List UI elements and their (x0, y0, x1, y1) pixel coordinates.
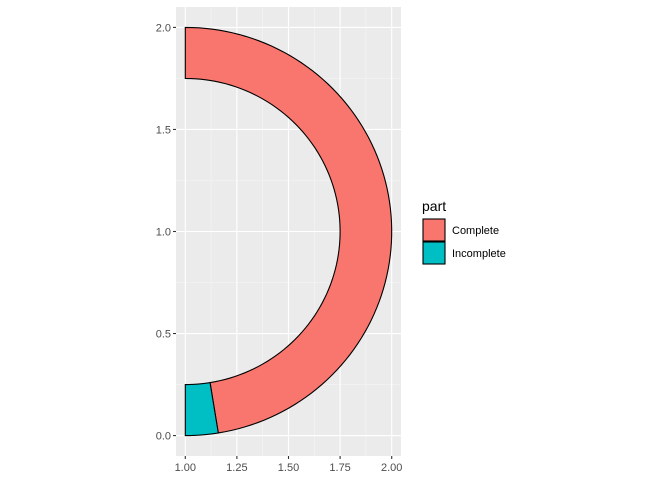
axes: 0.0 0.5 1.0 1.5 2.0 1.00 1.25 1.50 1.75 2.00 (156, 22, 403, 474)
legend-key-incomplete (422, 241, 446, 265)
y-tick-label: 1.0 (156, 227, 171, 239)
x-tick-label: 1.75 (329, 462, 350, 474)
legend-title: part (422, 198, 446, 214)
x-tick-label: 2.00 (381, 462, 402, 474)
legend: part Complete Incomplete (422, 198, 506, 265)
y-tick-label: 0.5 (156, 329, 171, 341)
legend-key-complete (422, 218, 446, 242)
x-tick-label: 1.25 (226, 462, 247, 474)
x-tick-label: 1.00 (175, 462, 196, 474)
y-tick-label: 2.0 (156, 22, 171, 34)
legend-label-incomplete: Incomplete (452, 248, 506, 260)
legend-label-complete: Complete (452, 225, 499, 237)
x-tick-label: 1.50 (278, 462, 299, 474)
y-tick-label: 1.5 (156, 124, 171, 136)
area-incomplete (184, 381, 219, 437)
data-layer (184, 26, 393, 437)
y-tick-label: 0.0 (156, 431, 171, 443)
